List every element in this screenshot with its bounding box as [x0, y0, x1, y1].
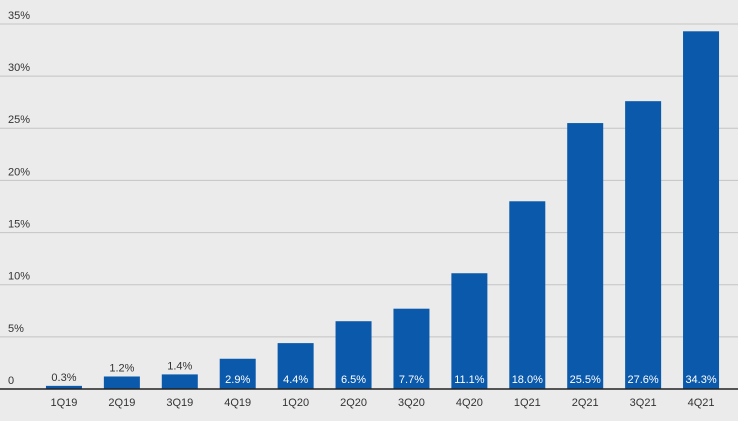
value-label: 2.9%: [225, 374, 250, 386]
y-tick-label: 0: [8, 375, 14, 387]
value-label: 7.7%: [399, 374, 424, 386]
x-tick-label: 4Q20: [456, 397, 483, 409]
x-tick-label: 4Q19: [224, 397, 251, 409]
y-tick-label: 20%: [8, 166, 30, 178]
value-label: 18.0%: [512, 374, 543, 386]
value-label: 0.3%: [51, 372, 76, 384]
y-tick-label: 10%: [8, 271, 30, 283]
bar: [219, 358, 256, 389]
x-tick-label: 3Q19: [166, 397, 193, 409]
x-tick-label: 1Q20: [282, 397, 309, 409]
value-label: 27.6%: [628, 374, 659, 386]
bar: [683, 31, 720, 390]
value-label: 1.2%: [109, 362, 134, 374]
value-label: 1.4%: [167, 360, 192, 372]
y-tick-label: 30%: [8, 62, 30, 74]
x-tick-label: 1Q21: [514, 397, 541, 409]
x-tick-label: 3Q21: [630, 397, 657, 409]
bar: [103, 376, 140, 389]
y-tick-label: 25%: [8, 114, 30, 126]
value-label: 25.5%: [570, 374, 601, 386]
x-tick-label: 3Q20: [398, 397, 425, 409]
bar: [451, 273, 488, 389]
bar: [277, 343, 314, 389]
bar: [509, 201, 546, 389]
y-tick-label: 5%: [8, 323, 24, 335]
y-tick-label: 35%: [8, 10, 30, 22]
x-tick-label: 2Q19: [108, 397, 135, 409]
bar: [393, 308, 430, 389]
bar: [161, 374, 198, 389]
value-label: 34.3%: [685, 374, 716, 386]
bar: [567, 123, 604, 390]
x-tick-label: 2Q21: [572, 397, 599, 409]
value-label: 11.1%: [454, 374, 485, 386]
bar: [335, 321, 372, 389]
x-tick-label: 4Q21: [688, 397, 715, 409]
x-tick-label: 1Q19: [50, 397, 77, 409]
bar: [625, 101, 662, 390]
value-label: 6.5%: [341, 374, 366, 386]
x-tick-label: 2Q20: [340, 397, 367, 409]
bar: [45, 385, 82, 389]
y-tick-label: 15%: [8, 218, 30, 230]
value-label: 4.4%: [283, 374, 308, 386]
